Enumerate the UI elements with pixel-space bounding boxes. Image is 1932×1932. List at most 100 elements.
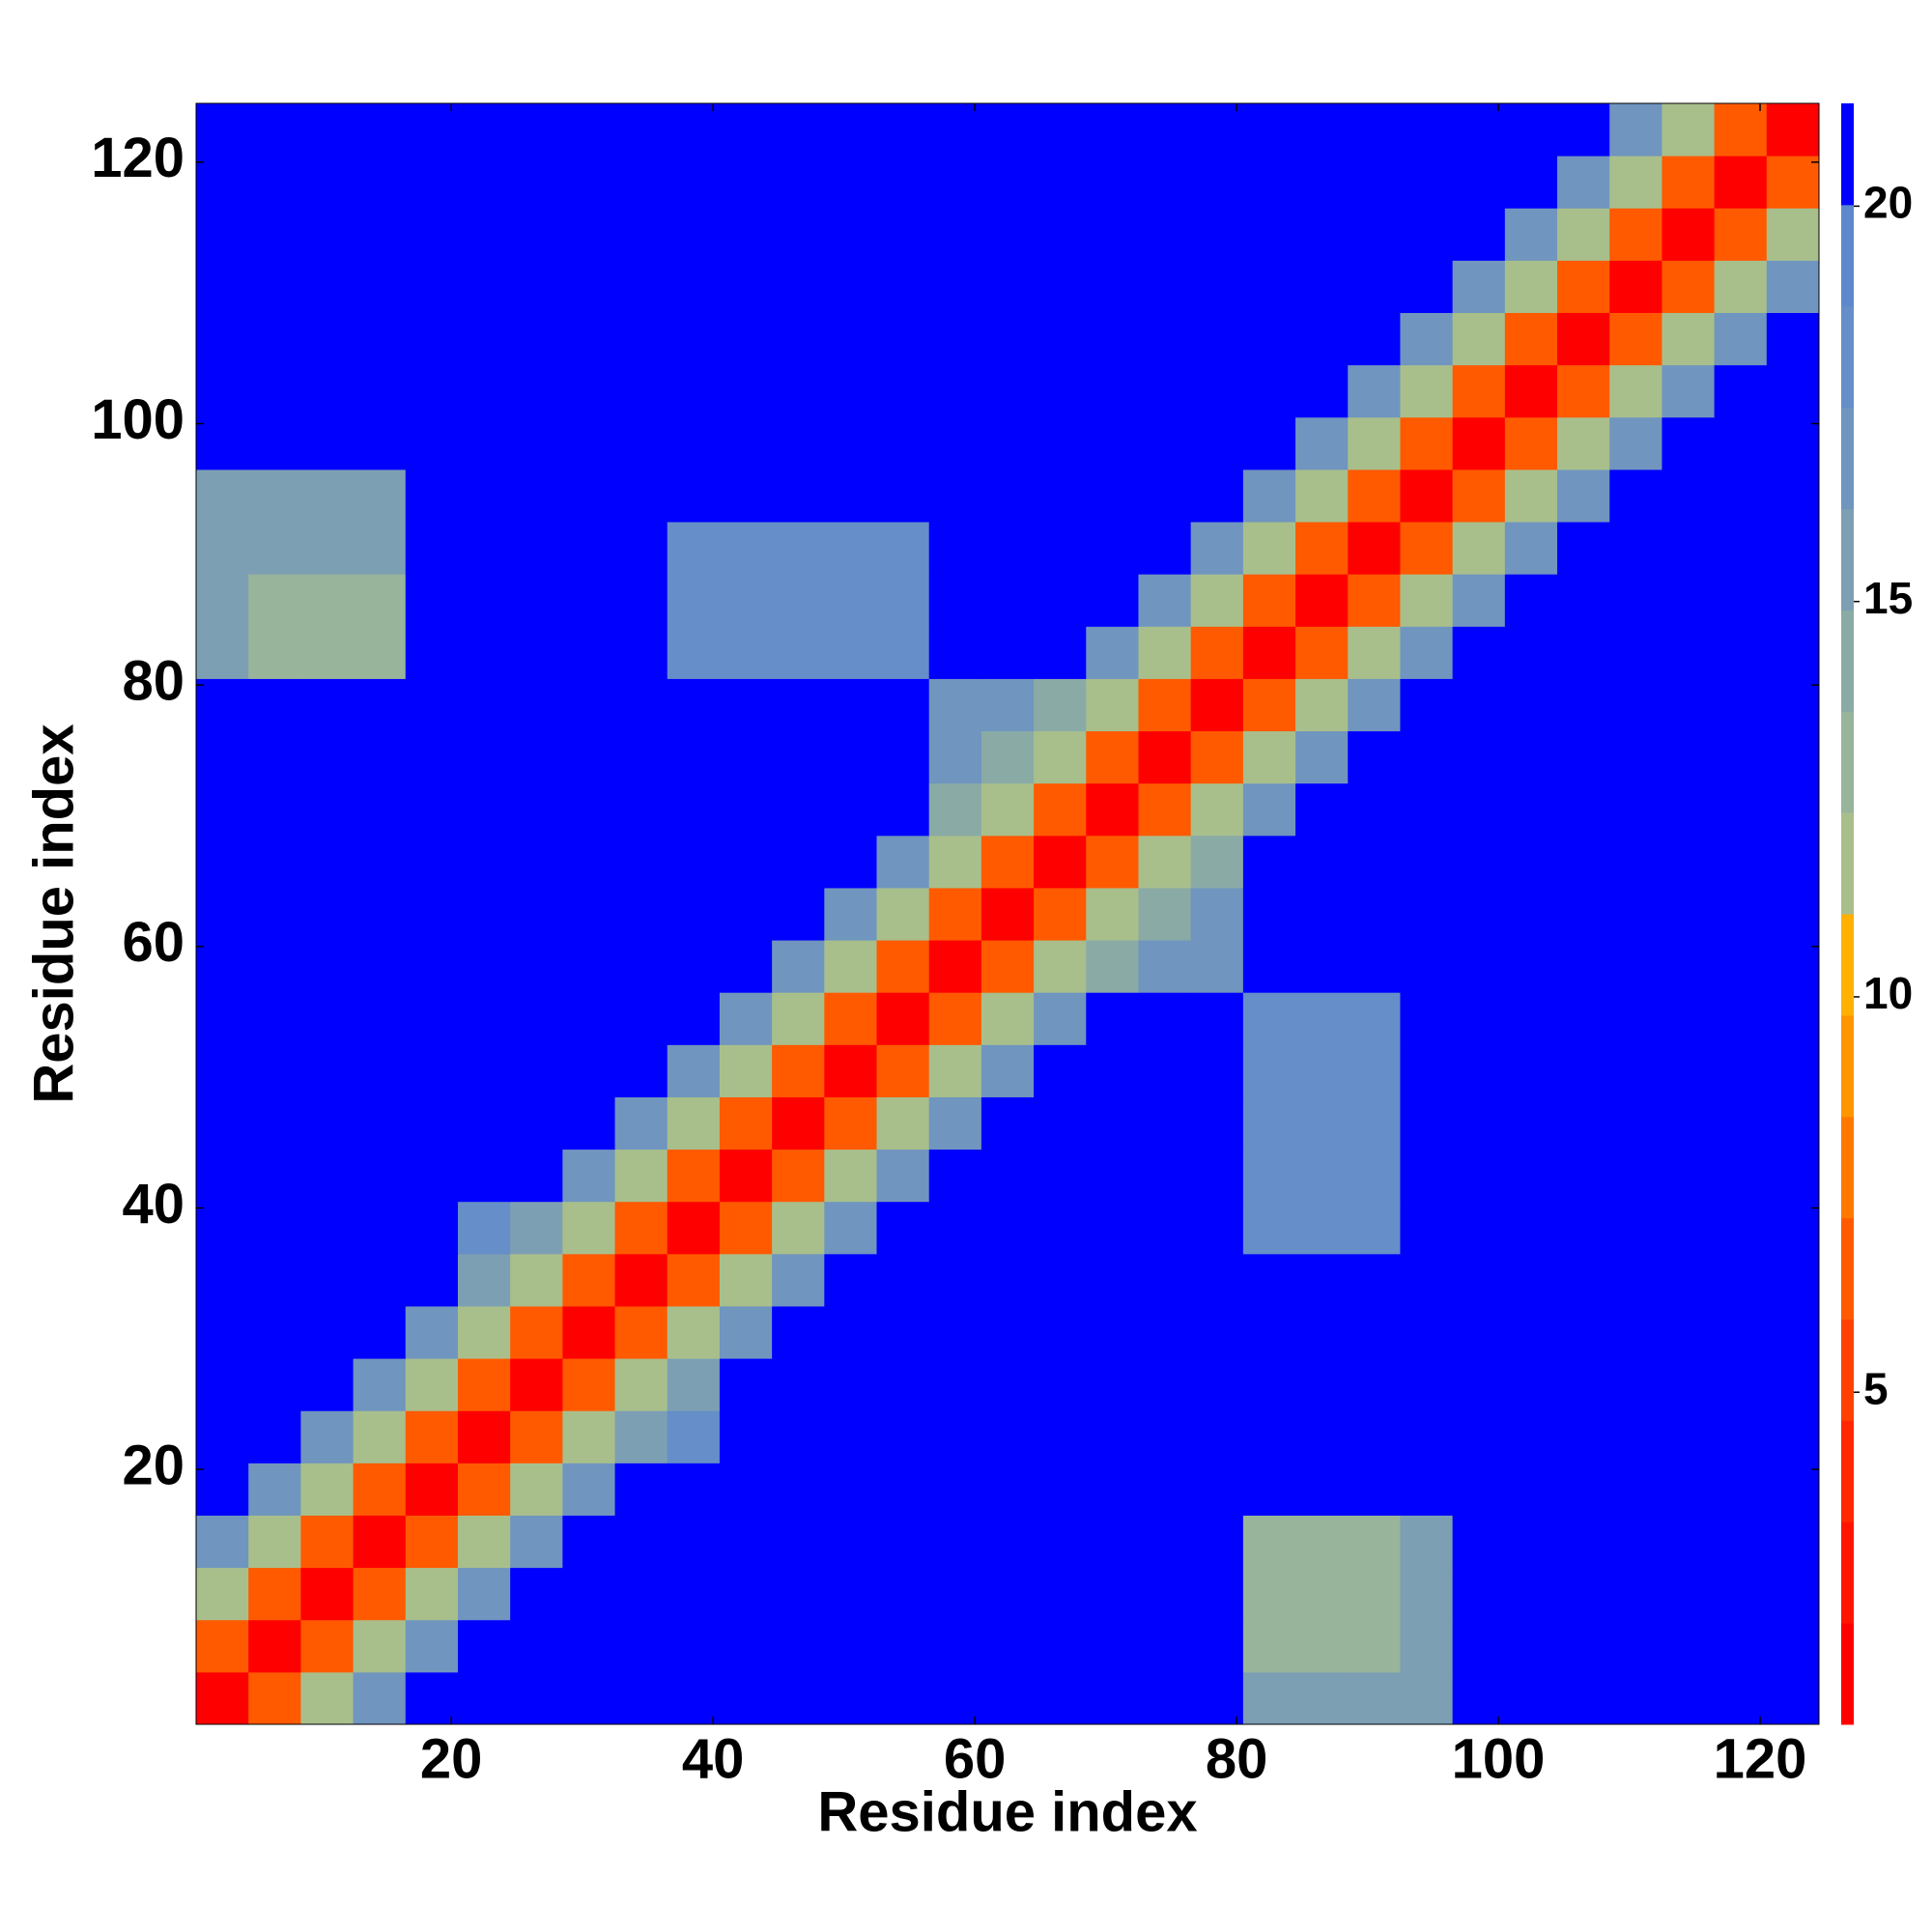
- heatmap-cell: [562, 1410, 616, 1463]
- heatmap-cell: [1662, 1149, 1716, 1203]
- heatmap-cell: [353, 208, 407, 261]
- heatmap-cell: [614, 835, 668, 889]
- heatmap-cell: [1190, 1096, 1244, 1151]
- heatmap-cell: [1242, 626, 1296, 679]
- heatmap-cell: [1662, 1044, 1716, 1097]
- heatmap-cell: [876, 626, 930, 679]
- heatmap-cell: [1662, 156, 1716, 209]
- heatmap-cell: [1609, 992, 1662, 1045]
- heatmap-cell: [1190, 678, 1244, 732]
- heatmap-cell: [1295, 469, 1349, 523]
- colorbar-level: [1841, 407, 1854, 509]
- heatmap-cell: [1400, 992, 1454, 1045]
- heatmap-cell: [667, 208, 721, 261]
- heatmap-cell: [928, 1305, 982, 1359]
- heatmap-cell: [1400, 1515, 1454, 1569]
- heatmap-cell: [457, 1253, 511, 1307]
- heatmap-cell: [1662, 208, 1716, 261]
- heatmap-cell: [1662, 992, 1716, 1045]
- heatmap-cell: [824, 1096, 878, 1151]
- heatmap-cell: [1400, 312, 1454, 366]
- heatmap-cell: [457, 782, 511, 837]
- heatmap-cell: [1609, 1463, 1662, 1516]
- heatmap-cell: [1557, 364, 1610, 418]
- heatmap-cell: [1662, 1619, 1716, 1673]
- heatmap-cell: [300, 1044, 355, 1097]
- heatmap-cell: [980, 782, 1035, 837]
- heatmap-cell: [1138, 208, 1192, 261]
- heatmap-cell: [196, 626, 249, 679]
- heatmap-cell: [353, 364, 407, 418]
- heatmap-cell: [1452, 1619, 1506, 1673]
- heatmap-cell: [1086, 1201, 1139, 1255]
- heatmap-cell: [405, 1096, 459, 1151]
- heatmap-cell: [1504, 1201, 1558, 1255]
- heatmap-cell: [1348, 1567, 1401, 1621]
- heatmap-cell: [405, 312, 459, 366]
- heatmap-cell: [614, 1201, 668, 1255]
- heatmap-cell: [1034, 940, 1087, 993]
- heatmap-cell: [1034, 887, 1087, 941]
- heatmap-cell: [980, 574, 1035, 627]
- heatmap-cell: [457, 887, 511, 941]
- heatmap-cell: [457, 208, 511, 261]
- heatmap-cell: [667, 260, 721, 314]
- heatmap-cell: [1138, 835, 1192, 889]
- heatmap-cell: [196, 1358, 249, 1411]
- heatmap-cell: [1190, 1044, 1244, 1097]
- heatmap-cell: [1242, 260, 1296, 314]
- heatmap-cell: [1190, 835, 1244, 889]
- heatmap-cell: [1242, 887, 1296, 941]
- heatmap-cell: [1452, 1358, 1506, 1411]
- heatmap-cell: [1662, 1410, 1716, 1463]
- heatmap-cell: [1557, 940, 1610, 993]
- heatmap-cell: [1714, 1671, 1768, 1725]
- heatmap-cell: [928, 678, 982, 732]
- heatmap-cell: [196, 1567, 249, 1621]
- heatmap-cell: [1034, 1358, 1087, 1411]
- colorbar-level: [1841, 508, 1854, 611]
- heatmap-cell: [824, 1358, 878, 1411]
- heatmap-cell: [824, 260, 878, 314]
- heatmap-cell: [1086, 416, 1139, 470]
- heatmap-cell: [928, 260, 982, 314]
- heatmap-cell: [300, 887, 355, 941]
- heatmap-cell: [248, 678, 301, 732]
- heatmap-cell: [300, 626, 355, 679]
- heatmap-cell: [1662, 574, 1716, 627]
- heatmap-cell: [562, 1044, 616, 1097]
- heatmap-cell: [1400, 1619, 1454, 1673]
- heatmap-cell: [719, 312, 773, 366]
- heatmap-cell: [1452, 364, 1506, 418]
- heatmap-cell: [1138, 887, 1192, 941]
- heatmap-cell: [1609, 1619, 1662, 1673]
- heatmap-cell: [562, 469, 616, 523]
- heatmap-cell: [1190, 156, 1244, 209]
- heatmap-cell: [1557, 730, 1610, 784]
- heatmap-cell: [1138, 103, 1192, 156]
- x-tick-label: 40: [682, 1727, 745, 1790]
- heatmap-cell: [510, 1096, 563, 1151]
- heatmap-cell: [457, 156, 511, 209]
- heatmap-cell: [353, 992, 407, 1045]
- heatmap-cell: [928, 626, 982, 679]
- heatmap-cell: [928, 103, 982, 156]
- heatmap-cell: [876, 522, 930, 575]
- heatmap-cell: [248, 1619, 301, 1673]
- heatmap-cell: [980, 103, 1035, 156]
- heatmap-cell: [405, 1201, 459, 1255]
- heatmap-cell: [1452, 260, 1506, 314]
- heatmap-cell: [1295, 208, 1349, 261]
- heatmap-cell: [1242, 730, 1296, 784]
- heatmap-cell: [1452, 469, 1506, 523]
- heatmap-cell: [1190, 364, 1244, 418]
- heatmap-cell: [772, 312, 825, 366]
- heatmap-cell: [353, 1410, 407, 1463]
- heatmap-cell: [928, 156, 982, 209]
- heatmap-cell: [667, 574, 721, 627]
- heatmap-cell: [457, 1567, 511, 1621]
- y-tick-label: 40: [122, 1173, 185, 1236]
- heatmap-cell: [824, 1044, 878, 1097]
- heatmap-cell: [1714, 940, 1768, 993]
- heatmap-cell: [1295, 416, 1349, 470]
